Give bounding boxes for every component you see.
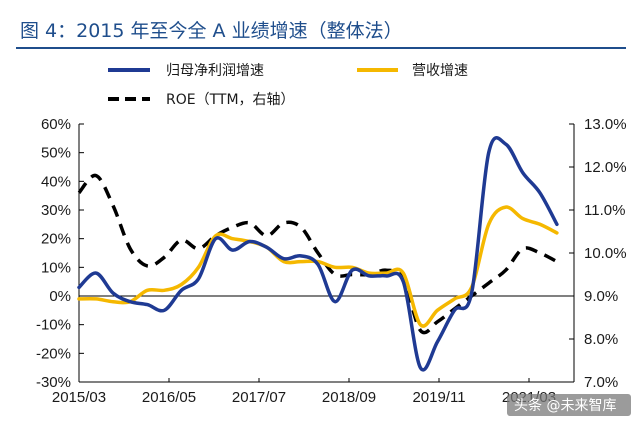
y-right-tick-label: 8.0% <box>584 331 618 348</box>
y-left-tick-label: 10% <box>41 259 71 276</box>
y-left-tick-label: -20% <box>36 345 71 362</box>
y-right-tick-label: 10.0% <box>584 245 627 262</box>
x-tick-label: 2019/11 <box>412 389 465 406</box>
y-left-tick-label: -30% <box>36 374 71 391</box>
series-roe-line <box>77 173 558 335</box>
legend-label-net-profit: 归母净利润增速 <box>166 62 264 79</box>
x-tick-label: 2018/09 <box>322 389 376 406</box>
legend-label-revenue: 营收增速 <box>412 63 468 79</box>
series-net-profit-line <box>77 136 559 372</box>
watermark: 头条 @未来智库 <box>507 394 631 416</box>
y-left-tick-label: 20% <box>41 231 71 248</box>
y-right-tick-label: 9.0% <box>584 288 618 305</box>
y-left-tick-label: 30% <box>41 202 71 219</box>
legend-label-roe: ROE（TTM，右轴） <box>166 92 295 108</box>
y-left-tick-label: 0% <box>49 288 71 305</box>
series-revenue-line <box>77 205 559 328</box>
y-right-tick-label: 7.0% <box>584 374 618 391</box>
y-right-tick-label: 12.0% <box>584 159 627 176</box>
watermark-text: 头条 @未来智库 <box>514 397 616 414</box>
y-right-tick-label: 13.0% <box>584 116 627 133</box>
x-tick-label: 2016/05 <box>142 389 196 406</box>
figure-title: 图 4：2015 年至今全 A 业绩增速（整体法） <box>20 20 403 42</box>
y-left-tick-label: 40% <box>41 173 71 190</box>
legend: 归母净利润增速 营收增速 ROE（TTM，右轴） <box>108 62 468 108</box>
series-layer <box>77 136 559 372</box>
x-tick-label: 2015/03 <box>52 389 106 406</box>
x-tick-label: 2017/07 <box>232 389 286 406</box>
y-left-tick-label: 50% <box>41 145 71 162</box>
y-left-tick-label: -10% <box>36 317 71 334</box>
y-right-tick-label: 11.0% <box>584 202 625 219</box>
y-left-tick-label: 60% <box>41 116 71 133</box>
axes: 60% 50% 40% 30% 20% 10% 0% -10% -20% -30% 13.0% 12.… <box>36 116 627 406</box>
watermark-background <box>507 394 631 416</box>
